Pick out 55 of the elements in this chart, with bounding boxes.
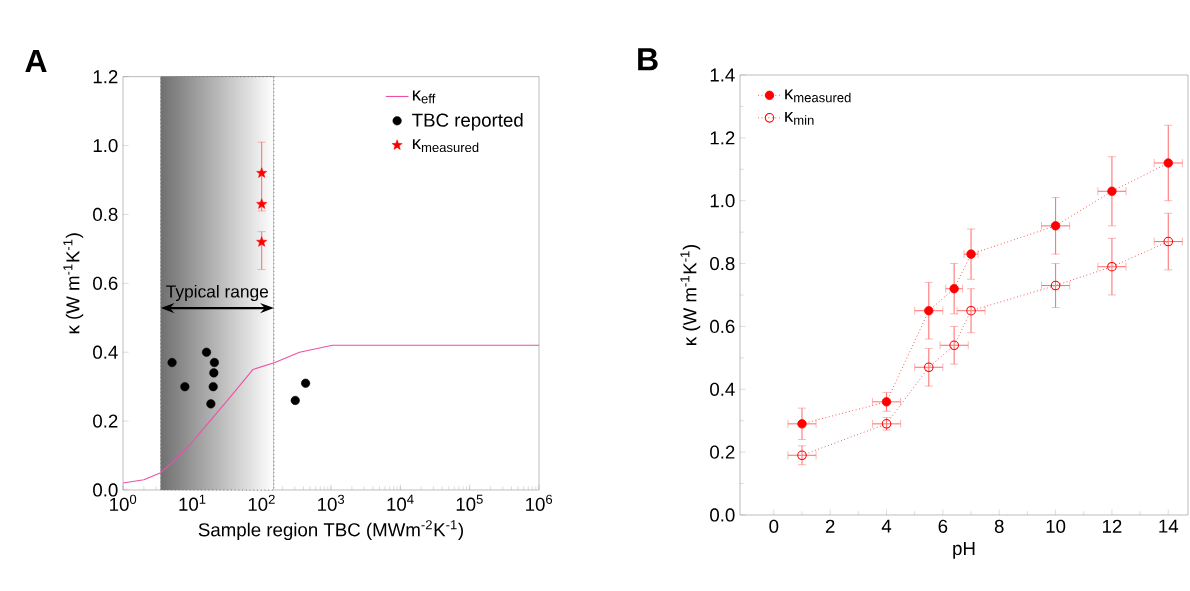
x-tick-label: 8 xyxy=(994,519,1004,533)
x-tick-label: 14 xyxy=(1159,519,1179,533)
y-tick-label: 0.6 xyxy=(710,319,735,334)
point xyxy=(1163,236,1174,247)
x-tick-label: 10$^{3}$ xyxy=(318,494,345,511)
y-tick-label: 1.2 xyxy=(93,70,118,84)
y-tick-label: 0.8 xyxy=(710,256,735,271)
point xyxy=(949,340,959,351)
y-tick-label: 0.6 xyxy=(93,276,118,290)
y-tick-label: 1.2 xyxy=(710,131,735,145)
point xyxy=(1107,261,1117,272)
point xyxy=(797,419,807,429)
x-axis-title: pH xyxy=(953,542,975,559)
point xyxy=(881,397,892,407)
x-tick-label: 2 xyxy=(825,519,835,533)
x-tick-label: 10$^{6}$ xyxy=(526,494,553,511)
point xyxy=(949,284,959,294)
x-tick-label: 10 xyxy=(1046,519,1066,533)
y-tick-label: 1.0 xyxy=(93,138,118,153)
legend-label: TBC reported xyxy=(412,113,523,131)
x-tick-label: 12 xyxy=(1102,519,1122,533)
y-axis-title: κ (W m$^{-1}$K$^{-1}$) xyxy=(63,233,84,334)
x-tick-label: 6 xyxy=(938,519,948,533)
x-tick-label: 10$^{4}$ xyxy=(387,494,414,511)
y-axis-title: κ (W m$^{-1}$K$^{-1}$) xyxy=(680,244,701,345)
x-tick-label: 4 xyxy=(881,519,892,533)
point xyxy=(1163,158,1173,168)
y-tick-label: 0.2 xyxy=(710,445,735,459)
y-tick-label: 1.0 xyxy=(710,194,735,208)
x-tick-label: 10$^{5}$ xyxy=(456,494,483,511)
chart-title: A xyxy=(25,49,47,72)
legend-label: κ$_{min}$ xyxy=(785,111,814,125)
y-tick-label: 1.4 xyxy=(710,68,735,82)
y-tick-label: 0.0 xyxy=(93,483,118,497)
x-tick-label: 10$^{1}$ xyxy=(179,494,206,511)
legend-label: κ$_{measured}$ xyxy=(785,89,851,103)
x-axis-title: Sample region TBC (MWm$^{-2}$K$^{-1}$) xyxy=(198,520,463,541)
point xyxy=(924,306,934,316)
legend-label: κ$_{eff}$ xyxy=(412,90,436,104)
y-tick-label: 0.2 xyxy=(93,414,118,428)
point xyxy=(923,362,934,373)
y-tick-label: 0.0 xyxy=(710,508,735,522)
point xyxy=(966,305,976,316)
point xyxy=(797,450,807,461)
point xyxy=(1050,221,1061,231)
point xyxy=(1107,186,1117,196)
chart-title: B xyxy=(638,48,658,71)
y-tick-label: 0.8 xyxy=(93,207,118,222)
y-tick-label: 0.4 xyxy=(710,382,735,396)
x-tick-label: 10$^{2}$ xyxy=(248,494,275,511)
legend-label: κ$_{measured}$ xyxy=(412,139,479,153)
band-label: Typical range xyxy=(166,284,269,302)
y-tick-label: 0.4 xyxy=(93,345,118,359)
x-tick-label: 0 xyxy=(769,519,779,533)
point xyxy=(1050,280,1061,291)
